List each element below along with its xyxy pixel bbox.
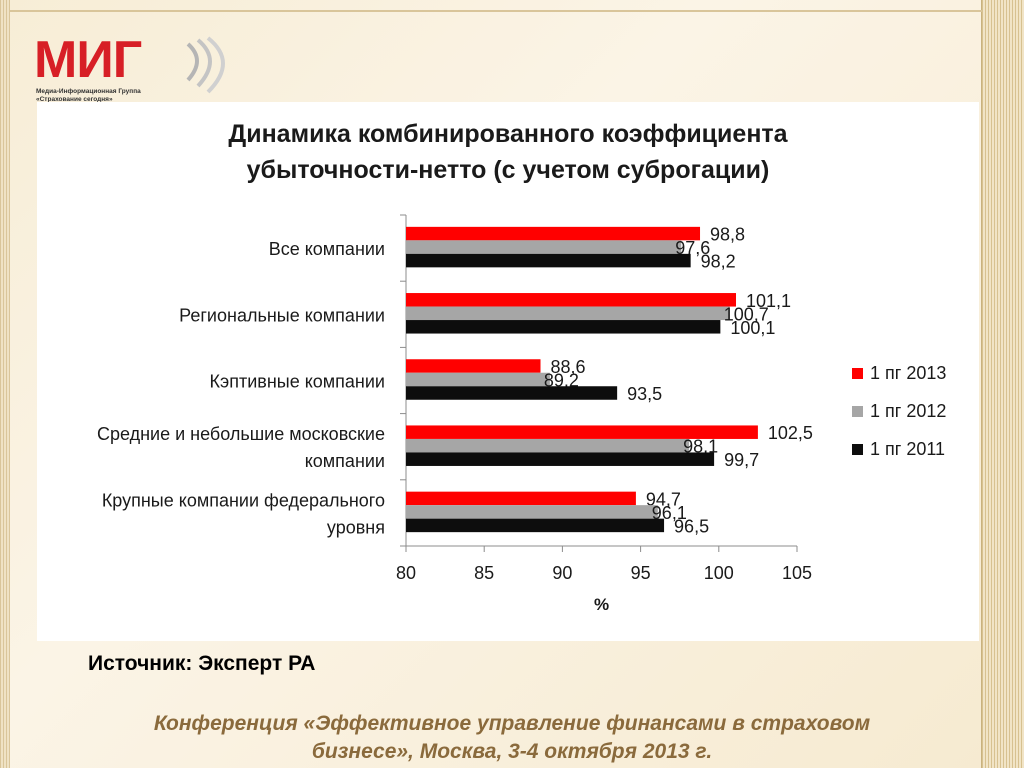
footer-line2: бизнесе», Москва, 3-4 октября 2013 г. <box>311 740 713 763</box>
legend-label: 1 пг 2011 <box>870 439 945 459</box>
logo-wordmark: МИГ <box>34 31 142 89</box>
data-label: 96,1 <box>652 503 687 523</box>
bar <box>406 372 550 387</box>
footer-line1: Конференция «Эффективное управление фина… <box>153 712 871 735</box>
bar <box>406 491 636 506</box>
bar <box>406 226 701 241</box>
legend-swatch <box>852 444 863 455</box>
x-tick-label: 80 <box>396 563 416 583</box>
data-label: 102,5 <box>768 423 813 443</box>
data-label: 97,6 <box>675 238 710 258</box>
bar <box>406 306 730 321</box>
category-label: Региональные компании <box>179 305 385 325</box>
right-frame-border <box>981 0 1024 768</box>
left-frame-border <box>0 0 10 768</box>
chart-title-line2: убыточности-нетто (с учетом суброгации) <box>246 156 770 184</box>
category-label: уровня <box>327 517 385 537</box>
x-tick-label: 95 <box>631 563 651 583</box>
data-label: 98,8 <box>710 225 745 245</box>
data-label: 93,5 <box>627 384 662 404</box>
x-tick-label: 90 <box>552 563 572 583</box>
x-tick-label: 85 <box>474 563 494 583</box>
chart-title-line1: Динамика комбинированного коэффициента <box>228 120 788 148</box>
data-label: 98,1 <box>683 437 718 457</box>
top-frame-line <box>10 10 982 12</box>
bar <box>406 505 658 519</box>
logo-subtitle-line1: Медиа-Информационная Группа <box>36 88 141 95</box>
data-label: 94,7 <box>646 489 681 509</box>
category-label: Все компании <box>269 239 385 259</box>
data-label: 98,2 <box>701 252 736 272</box>
data-label: 101,1 <box>746 291 791 311</box>
category-label: Средние и небольшие московские <box>97 424 385 444</box>
bar <box>406 386 618 400</box>
data-label: 96,5 <box>674 516 709 536</box>
legend-swatch <box>852 406 863 417</box>
x-axis-label: % <box>594 595 609 614</box>
bar <box>406 452 715 466</box>
data-label: 100,7 <box>724 304 769 324</box>
data-label: 89,2 <box>544 371 579 391</box>
bar <box>406 240 682 254</box>
bar <box>406 293 737 307</box>
logo-subtitle: Медиа-Информационная Группа «Страхование… <box>36 88 141 104</box>
data-label: 88,6 <box>551 357 586 377</box>
data-label: 100,1 <box>730 318 775 338</box>
legend-label: 1 пг 2013 <box>870 363 946 383</box>
category-label: компании <box>305 451 385 471</box>
signal-waves-icon <box>186 36 225 94</box>
bar <box>406 320 721 334</box>
source-note: Источник: Эксперт РА <box>88 652 316 675</box>
mig-logo: МИГ Медиа-Информационная Группа «Страхов… <box>34 34 244 106</box>
bar <box>406 438 690 453</box>
bar-chart: 80 85 90 95 100 105% Все компании 98,897,698,2 Р… <box>97 214 946 614</box>
chart-panel: Динамика комбинированного коэффициента у… <box>37 102 979 641</box>
logo-subtitle-line2: «Страхование сегодня» <box>36 96 113 103</box>
x-tick-label: 105 <box>782 563 812 583</box>
legend-swatch <box>852 368 863 379</box>
data-label: 99,7 <box>724 450 759 470</box>
x-tick-label: 100 <box>704 563 734 583</box>
bar <box>406 425 758 439</box>
category-label: Кэптивные компании <box>210 372 385 392</box>
category-label: Крупные компании федерального <box>102 490 385 510</box>
bar <box>406 518 665 533</box>
bar <box>406 253 691 268</box>
bar <box>406 359 541 373</box>
legend-label: 1 пг 2012 <box>870 401 946 421</box>
